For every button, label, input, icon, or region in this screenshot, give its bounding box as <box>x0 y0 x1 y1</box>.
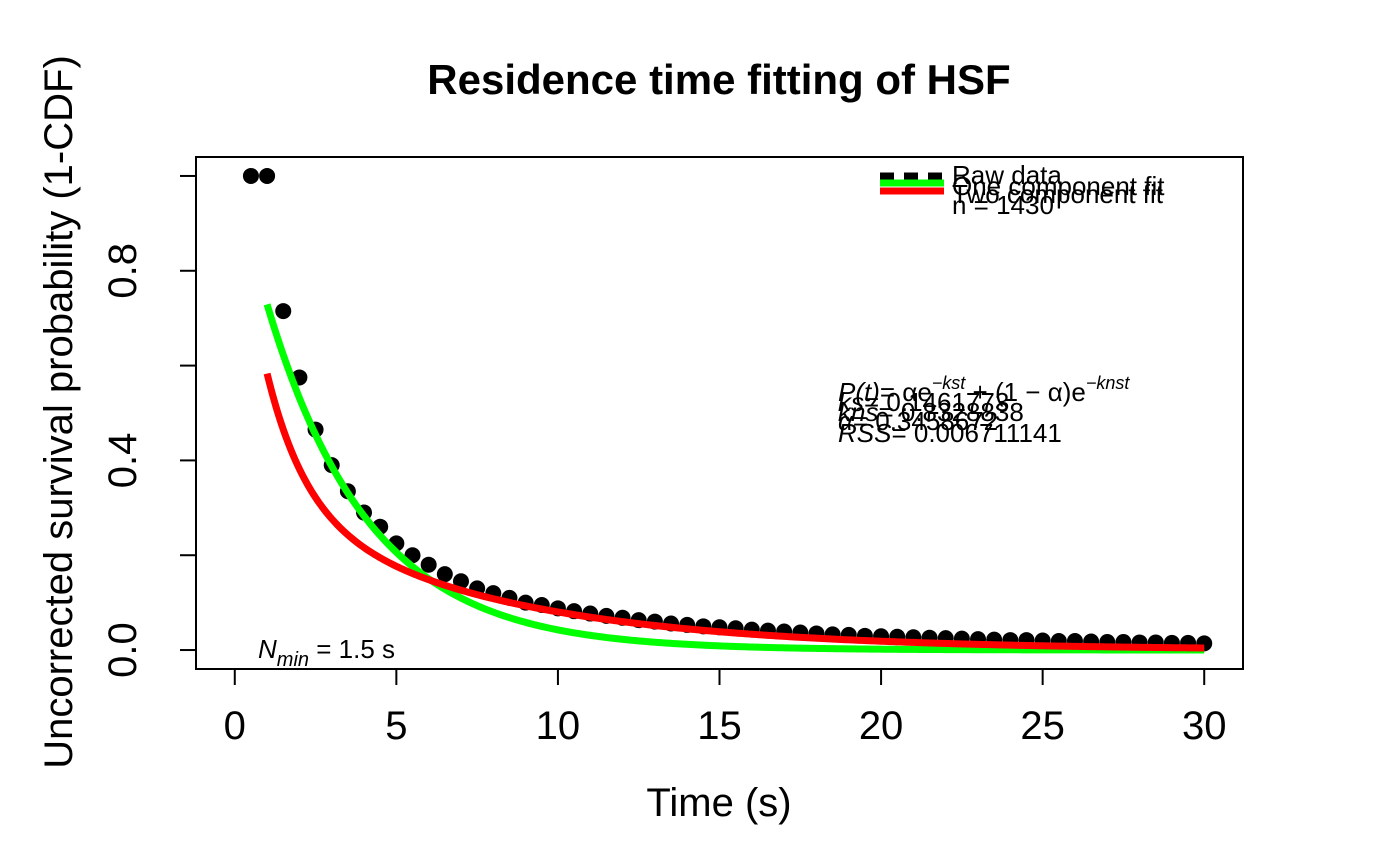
x-tick-label: 0 <box>224 704 246 748</box>
chart-title: Residence time fitting of HSF <box>427 56 1010 103</box>
legend-label-n: n = 1430 <box>952 190 1054 220</box>
y-tick-label: 0.0 <box>101 622 145 678</box>
equation-exp: −kst <box>932 373 967 393</box>
rss-value: = 0.006711141 <box>891 418 1061 448</box>
nmin-label: N <box>258 634 277 664</box>
equation-mid: + (1 − α)e <box>965 377 1086 407</box>
data-point <box>242 167 259 184</box>
x-tick-label: 20 <box>859 704 904 748</box>
data-point <box>259 167 276 184</box>
ks-value: = 0.1461773 <box>864 387 1009 417</box>
x-tick-label: 10 <box>536 704 581 748</box>
equation-lhs: P(t) <box>838 377 880 407</box>
data-point <box>275 303 292 320</box>
legend-label-one-component: One component fit <box>952 171 1165 201</box>
y-axis: 0.0 0.4 0.8 <box>101 174 197 678</box>
nmin-text: Nmin = 1.5 s <box>258 634 395 671</box>
rss-text: RSS= 0.006711141 <box>838 418 1062 448</box>
y-tick-label: 0.4 <box>101 433 145 489</box>
plot-frame <box>195 156 1244 670</box>
equation-rhs: = αe <box>880 377 932 407</box>
nmin-value: = 1.5 s <box>309 634 395 664</box>
ks-label: ks <box>838 387 864 417</box>
data-point <box>452 573 469 590</box>
rss-label: RSS <box>838 418 892 448</box>
raw-data-points <box>242 167 1213 652</box>
series-layer <box>242 167 1213 654</box>
x-tick-label: 30 <box>1182 704 1227 748</box>
two-component-fit-curve <box>263 372 1206 652</box>
kns-label: kns <box>838 397 878 427</box>
x-tick-label: 25 <box>1020 704 1065 748</box>
legend: Raw data One component fit Two component… <box>880 160 1165 220</box>
data-point <box>436 566 453 583</box>
fit-annotations: P(t)= αe−kst + (1 − α)e−knst ks= 0.14617… <box>258 373 1130 671</box>
x-tick-label: 5 <box>385 704 407 748</box>
y-tick-label: 0.8 <box>101 243 145 299</box>
x-tick-label: 15 <box>697 704 742 748</box>
equation-exp2: −knst <box>1086 373 1131 393</box>
one-component-fit-curve <box>263 303 1206 654</box>
alpha-label: α <box>838 406 854 436</box>
legend-label-two-component: Two component fit <box>952 179 1164 209</box>
equation-text: P(t)= αe−kst + (1 − α)e−knst <box>838 373 1130 407</box>
x-axis-label: Time (s) <box>646 781 791 825</box>
kns-value: = 0.8328838 <box>878 397 1023 427</box>
kns-text: kns= 0.8328838 <box>838 397 1024 427</box>
legend-label-raw-data: Raw data <box>952 160 1062 190</box>
alpha-text: α= 0.3458672 <box>838 406 998 436</box>
data-point <box>420 556 437 573</box>
y-axis-label: Uncorrected survival probability (1-CDF) <box>37 55 81 769</box>
alpha-value: = 0.3458672 <box>853 406 998 436</box>
ks-text: ks= 0.1461773 <box>838 387 1009 417</box>
nmin-sub: min <box>277 649 309 671</box>
x-axis: 0 5 10 15 20 25 30 <box>224 668 1227 748</box>
